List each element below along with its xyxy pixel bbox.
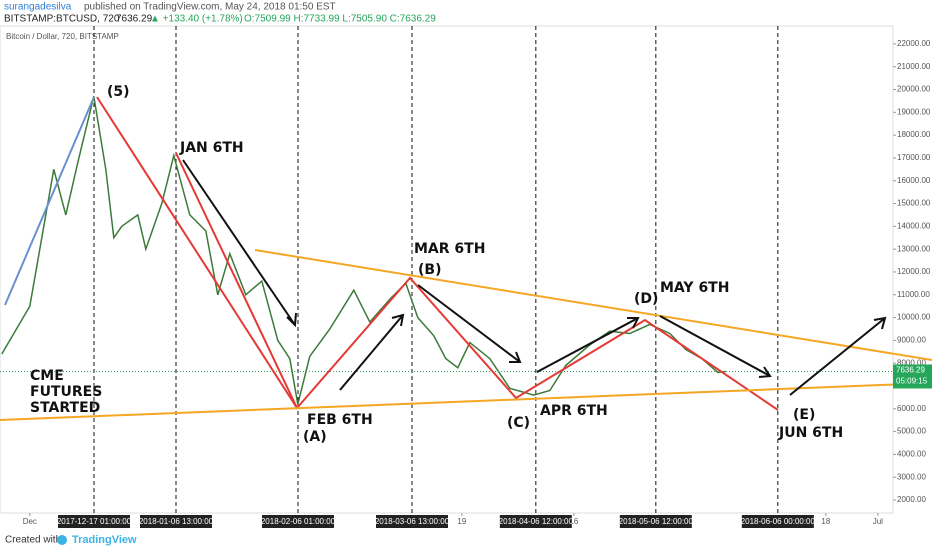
y-tick-label: 5000.00 xyxy=(897,427,926,436)
ohlc: O:7509.99 H:7733.99 L:7505.90 C:7636.29 xyxy=(244,14,436,25)
annotation: MAR 6TH xyxy=(414,241,485,257)
arrow xyxy=(417,284,522,363)
symbol: BITSTAMP:BTCUSD, 720 xyxy=(4,14,120,25)
y-tick-label: 14000.00 xyxy=(897,221,931,230)
y-tick-label: 3000.00 xyxy=(897,472,926,481)
date-marker-box xyxy=(619,515,692,528)
logo xyxy=(57,535,67,545)
x-tick-label: 19 xyxy=(457,517,466,526)
annotation: CME xyxy=(30,368,64,384)
arrow xyxy=(789,316,887,396)
wave-line xyxy=(4,96,95,306)
brand[interactable]: TradingView xyxy=(72,534,137,546)
y-tick-label: 9000.00 xyxy=(897,335,926,344)
date-marker-label: 2018-05-06 12:00:00 xyxy=(619,517,694,526)
date-marker-box xyxy=(376,515,448,528)
triangle-line xyxy=(0,382,932,421)
y-tick-label: 2000.00 xyxy=(897,495,926,504)
arrow xyxy=(339,313,405,391)
annotation: (C) xyxy=(507,415,530,431)
arrows xyxy=(182,159,887,396)
y-tick-label: 11000.00 xyxy=(897,290,930,299)
arrow xyxy=(536,317,640,373)
y-tick-label: 22000.00 xyxy=(897,39,931,48)
y-tick-label: 8000.00 xyxy=(897,358,926,367)
y-tick-label: 13000.00 xyxy=(897,244,931,253)
annotation: FUTURES xyxy=(30,384,102,400)
date-marker-label: 2017-12-17 01:00:00 xyxy=(57,517,132,526)
date-marker-label: 2018-02-06 01:00:00 xyxy=(261,517,336,526)
price-tag xyxy=(893,364,932,389)
annotation: (A) xyxy=(303,429,327,445)
annotation: MAY 6TH xyxy=(660,280,729,296)
triangle-line xyxy=(254,249,932,361)
y-tick-label: 17000.00 xyxy=(897,153,931,162)
date-marker-box xyxy=(741,515,814,528)
date-marker-label: 2018-04-06 12:00:00 xyxy=(499,517,574,526)
x-tick-label: Jul xyxy=(873,517,883,526)
chart-title: Bitcoin / Dollar, 720, BITSTAMP xyxy=(6,32,119,41)
annotation: (E) xyxy=(793,407,815,423)
y-tick-label: 15000.00 xyxy=(897,199,931,208)
annotation: (B) xyxy=(418,262,441,278)
wave-line xyxy=(96,96,779,411)
x-tick-label: 18 xyxy=(821,517,830,526)
wave-line xyxy=(175,152,298,409)
annotation: JAN 6TH xyxy=(179,140,244,156)
countdown: 05:09:15 xyxy=(896,377,928,386)
annotation: JUN 6TH xyxy=(778,425,843,441)
annotation: (D) xyxy=(634,291,658,307)
change: ▲ +133.40 (+1.78%) xyxy=(150,14,243,25)
date-marker-label: 2018-01-06 13:00:00 xyxy=(139,517,214,526)
plot-area xyxy=(0,25,894,514)
date-marker-box xyxy=(262,515,334,528)
author[interactable]: surangadesilva xyxy=(4,2,72,13)
y-tick-label: 20000.00 xyxy=(897,85,931,94)
date-marker-box xyxy=(58,515,130,528)
date-marker-box xyxy=(499,515,572,528)
y-tick-label: 6000.00 xyxy=(897,404,926,413)
x-tick-label: Dec xyxy=(23,517,37,526)
drawings xyxy=(0,96,932,421)
annotation: FEB 6TH xyxy=(307,412,373,428)
footer-text: Created with xyxy=(5,535,61,546)
date-marker-label: 2018-03-06 13:00:00 xyxy=(375,517,450,526)
y-tick-label: 19000.00 xyxy=(897,107,931,116)
annotation: APR 6TH xyxy=(540,403,608,419)
date-marker-label: 2018-06-06 00:00:00 xyxy=(741,517,816,526)
arrow xyxy=(659,315,772,378)
y-tick-label: 10000.00 xyxy=(897,313,931,322)
y-tick-label: 21000.00 xyxy=(897,62,931,71)
date-marker-box xyxy=(140,515,212,528)
annotation: STARTED xyxy=(30,400,100,416)
price-tag-label: 7636.29 xyxy=(896,366,925,375)
y-tick-label: 4000.00 xyxy=(897,449,926,458)
published: published on TradingView.com, May 24, 20… xyxy=(84,2,336,13)
y-tick-label: 16000.00 xyxy=(897,176,931,185)
arrow xyxy=(182,159,297,328)
x-tick-label: 16 xyxy=(569,517,578,526)
y-tick-label: 18000.00 xyxy=(897,130,931,139)
annotation: (5) xyxy=(107,84,130,100)
y-tick-label: 12000.00 xyxy=(897,267,931,276)
last: 7636.29 xyxy=(116,14,153,25)
